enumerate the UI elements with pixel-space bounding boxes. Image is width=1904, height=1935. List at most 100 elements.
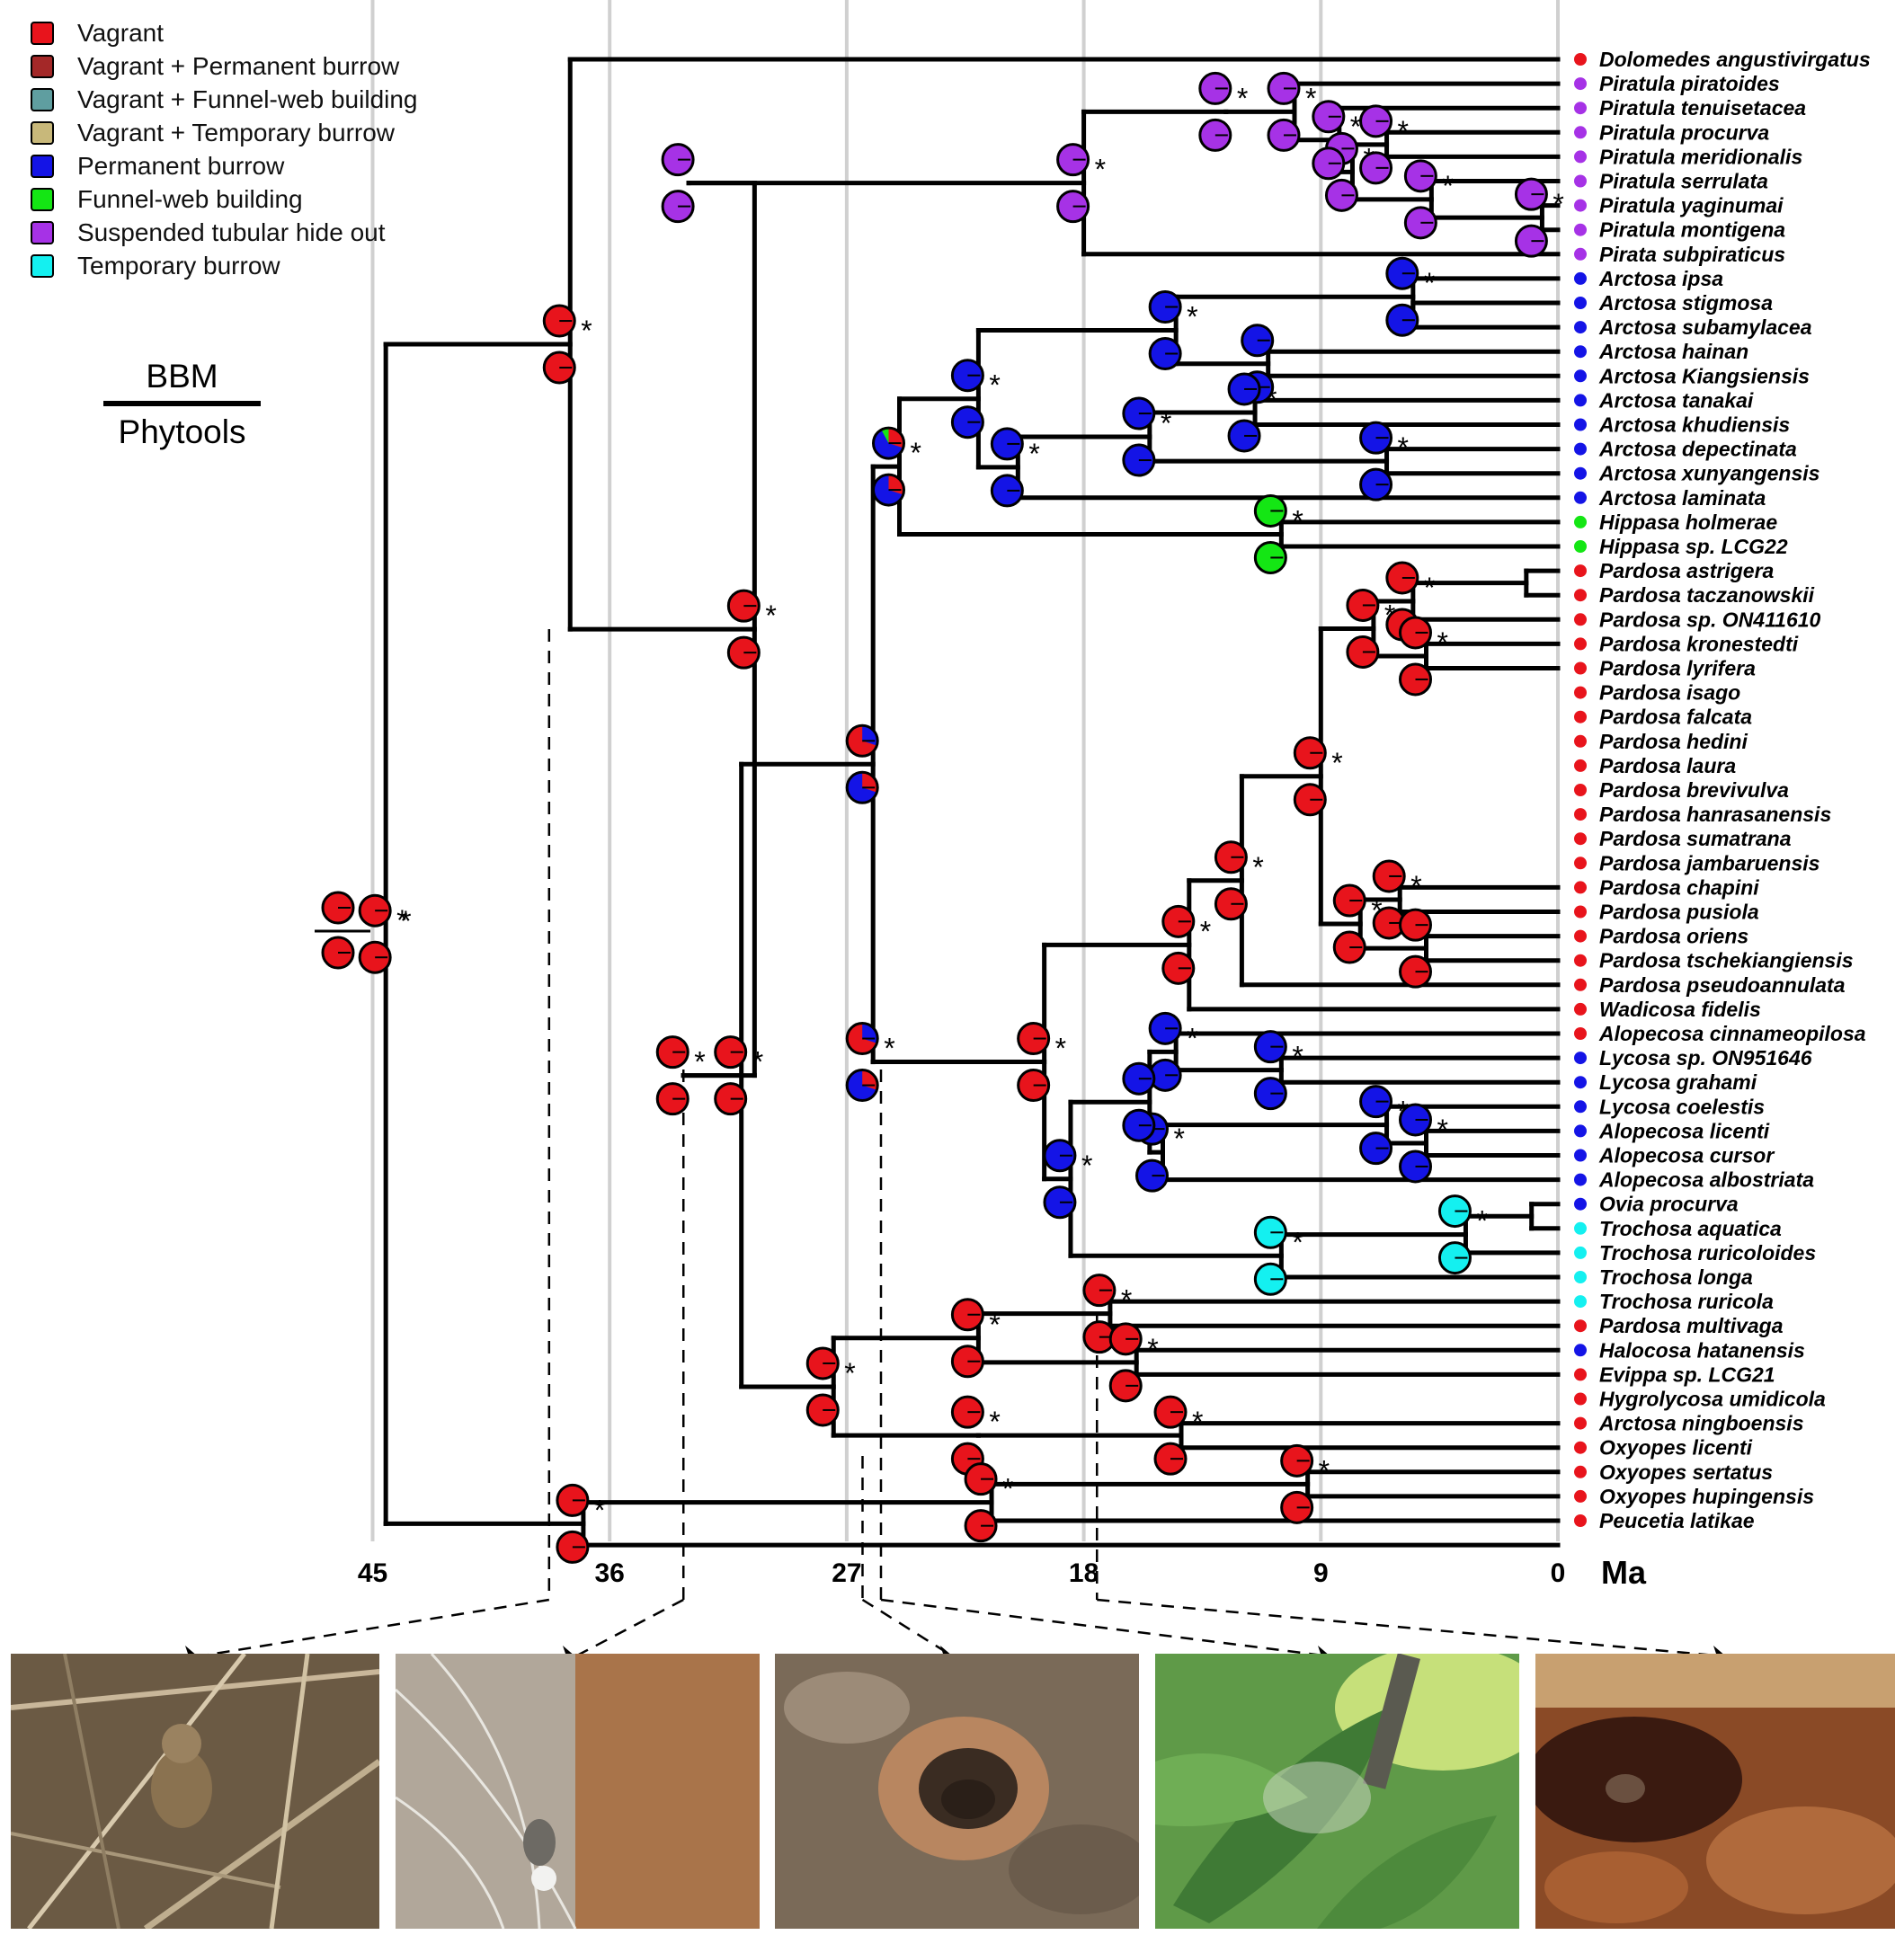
pie-slice [881, 428, 889, 444]
state-pie [542, 351, 576, 385]
method-key: BBM Phytools [103, 358, 261, 451]
state-pie [950, 359, 984, 393]
taxon-label: Arctosa tanakai [1598, 388, 1754, 412]
taxon-label: Alopecosa cursor [1598, 1144, 1775, 1167]
pointer-arrow [563, 1646, 573, 1654]
state-pie [1056, 143, 1090, 177]
tip-state-dot [1574, 223, 1587, 236]
tip-state-dot [1574, 1368, 1587, 1381]
support-asterisk: * [1237, 82, 1248, 114]
tip-state-dot [1574, 297, 1587, 309]
tip-state-dot [1574, 1173, 1587, 1186]
tip-state-dot [1574, 150, 1587, 164]
tip-state-dot [1574, 784, 1587, 796]
taxon-label: Pardosa multivaga [1599, 1314, 1784, 1337]
taxon-label: Hippasa sp. LCG22 [1599, 535, 1788, 558]
tip-state-dot [1574, 442, 1587, 456]
pie-outline [872, 426, 905, 460]
taxon-label: Hygrolycosa umidicola [1599, 1388, 1826, 1411]
taxon-label: Trochosa ruricola [1599, 1290, 1774, 1313]
support-asterisk: * [1292, 1041, 1303, 1073]
state-pie [1198, 71, 1232, 105]
taxon-label: Alopecosa licenti [1598, 1119, 1770, 1142]
legend-swatch-funnel [31, 187, 54, 211]
taxon-label: Peucetia latikae [1599, 1509, 1755, 1532]
state-pie [1359, 421, 1393, 455]
tip-state-dot [1574, 759, 1587, 772]
tip-state-dot [1574, 345, 1587, 359]
pie-outline [845, 1069, 879, 1103]
state-pie [1161, 951, 1196, 985]
tip-state-dot [1574, 102, 1587, 115]
state-pie [1253, 1030, 1287, 1064]
state-pie [1148, 336, 1182, 370]
state-pie [1148, 1011, 1182, 1045]
funnel-web-spider-photo [396, 1654, 760, 1929]
tip-state-dot [1574, 1319, 1587, 1333]
tip-state-dot [1574, 1197, 1587, 1211]
taxon-label: Arctosa ningboensis [1598, 1412, 1803, 1435]
legend-item: Vagrant + Funnel-web building [31, 83, 418, 116]
legend-label: Permanent burrow [77, 151, 285, 180]
tip-state-dot [1574, 1271, 1587, 1283]
tip-state-dot [1574, 174, 1587, 188]
state-pie [1122, 1108, 1156, 1142]
taxon-label: Pardosa lyrifera [1599, 657, 1756, 680]
support-asterisk: * [1187, 1022, 1197, 1054]
state-pie [726, 635, 761, 670]
state-pie [1267, 118, 1301, 152]
state-pie [1399, 616, 1432, 650]
pie-outline [845, 770, 879, 804]
support-asterisk: * [1350, 111, 1361, 143]
legend-label: Vagrant + Funnel-web building [77, 84, 418, 113]
tip-state-dot [1574, 77, 1587, 91]
state-pie [1214, 840, 1248, 874]
state-pie [1043, 1185, 1077, 1220]
support-asterisk: * [1437, 626, 1448, 659]
taxon-label: Lycosa sp. ON951646 [1599, 1046, 1812, 1070]
support-asterisk: * [1424, 267, 1435, 299]
taxon-label: Pardosa pseudoannulata [1599, 973, 1846, 997]
state-pie [1293, 783, 1327, 817]
state-pie [1437, 1194, 1472, 1229]
taxon-label: Arctosa hainan [1598, 340, 1748, 363]
state-pie [1346, 635, 1380, 669]
taxon-label: Dolomedes angustivirgatus [1599, 48, 1871, 71]
legend-label: Suspended tubular hide out [77, 217, 386, 246]
taxon-label: Oxyopes licenti [1599, 1436, 1753, 1460]
legend-label: Funnel-web building [77, 184, 303, 213]
taxon-label: Arctosa stigmosa [1598, 291, 1773, 315]
taxon-label: Pardosa astrigera [1599, 559, 1775, 582]
state-pie [1253, 540, 1287, 574]
tip-state-dot [1574, 1002, 1587, 1016]
taxon-label: Oxyopes sertatus [1599, 1460, 1773, 1484]
state-pie [1385, 561, 1419, 595]
state-pie [321, 936, 355, 970]
support-asterisk: * [752, 1046, 763, 1078]
state-pie [1227, 372, 1261, 406]
taxon-label: Pardosa chapini [1599, 875, 1759, 899]
tip-state-dot [1574, 321, 1587, 334]
tip-state-dot [1574, 199, 1587, 212]
support-asterisk: * [1200, 915, 1211, 947]
tip-state-dot [1574, 832, 1587, 846]
state-pie [655, 1035, 690, 1070]
state-pie [358, 893, 392, 928]
taxon-label: Pardosa oriens [1599, 925, 1748, 948]
tip-state-dot [1574, 1149, 1587, 1162]
support-asterisk: * [1398, 115, 1409, 147]
state-pie [1346, 588, 1380, 622]
state-pie [1017, 1069, 1051, 1103]
legend-swatch-vagrant-permanent [31, 54, 54, 78]
state-pie [1241, 324, 1275, 358]
tip-state-dot [1574, 589, 1587, 602]
state-pie [1359, 467, 1393, 502]
state-pie [1399, 1103, 1432, 1137]
state-pie [1514, 177, 1548, 211]
support-asterisk: * [1095, 154, 1106, 186]
state-pie [1399, 908, 1432, 942]
legend-item: Permanent burrow [31, 149, 418, 182]
state-pie [661, 143, 695, 177]
state-pie [1017, 1022, 1051, 1056]
state-pie [1437, 1241, 1472, 1275]
